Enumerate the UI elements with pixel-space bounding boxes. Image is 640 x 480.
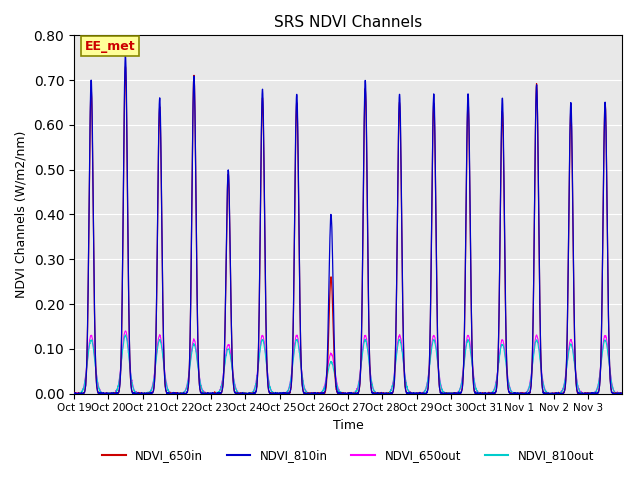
Text: EE_met: EE_met — [85, 40, 136, 53]
Legend: NDVI_650in, NDVI_810in, NDVI_650out, NDVI_810out: NDVI_650in, NDVI_810in, NDVI_650out, NDV… — [97, 444, 599, 467]
Y-axis label: NDVI Channels (W/m2/nm): NDVI Channels (W/m2/nm) — [15, 131, 28, 298]
Title: SRS NDVI Channels: SRS NDVI Channels — [274, 15, 422, 30]
X-axis label: Time: Time — [333, 419, 364, 432]
